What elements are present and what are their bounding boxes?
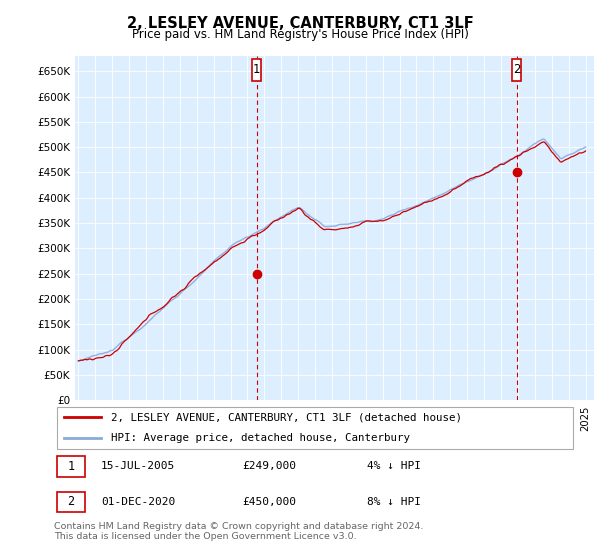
FancyBboxPatch shape	[56, 456, 85, 477]
Text: 1: 1	[67, 460, 74, 473]
Text: 2: 2	[67, 496, 74, 508]
FancyBboxPatch shape	[56, 492, 85, 512]
Text: 4% ↓ HPI: 4% ↓ HPI	[367, 461, 421, 472]
Text: 15-JUL-2005: 15-JUL-2005	[101, 461, 175, 472]
Text: £249,000: £249,000	[242, 461, 296, 472]
FancyBboxPatch shape	[512, 59, 521, 81]
Text: 01-DEC-2020: 01-DEC-2020	[101, 497, 175, 507]
Text: 2, LESLEY AVENUE, CANTERBURY, CT1 3LF (detached house): 2, LESLEY AVENUE, CANTERBURY, CT1 3LF (d…	[112, 412, 463, 422]
Text: Contains HM Land Registry data © Crown copyright and database right 2024.
This d: Contains HM Land Registry data © Crown c…	[54, 522, 424, 542]
Text: 2: 2	[513, 63, 520, 76]
Text: £450,000: £450,000	[242, 497, 296, 507]
Text: 1: 1	[253, 63, 260, 76]
Text: Price paid vs. HM Land Registry's House Price Index (HPI): Price paid vs. HM Land Registry's House …	[131, 28, 469, 41]
Text: 2, LESLEY AVENUE, CANTERBURY, CT1 3LF: 2, LESLEY AVENUE, CANTERBURY, CT1 3LF	[127, 16, 473, 31]
Text: 8% ↓ HPI: 8% ↓ HPI	[367, 497, 421, 507]
Text: HPI: Average price, detached house, Canterbury: HPI: Average price, detached house, Cant…	[112, 433, 410, 444]
FancyBboxPatch shape	[252, 59, 261, 81]
FancyBboxPatch shape	[56, 407, 574, 449]
